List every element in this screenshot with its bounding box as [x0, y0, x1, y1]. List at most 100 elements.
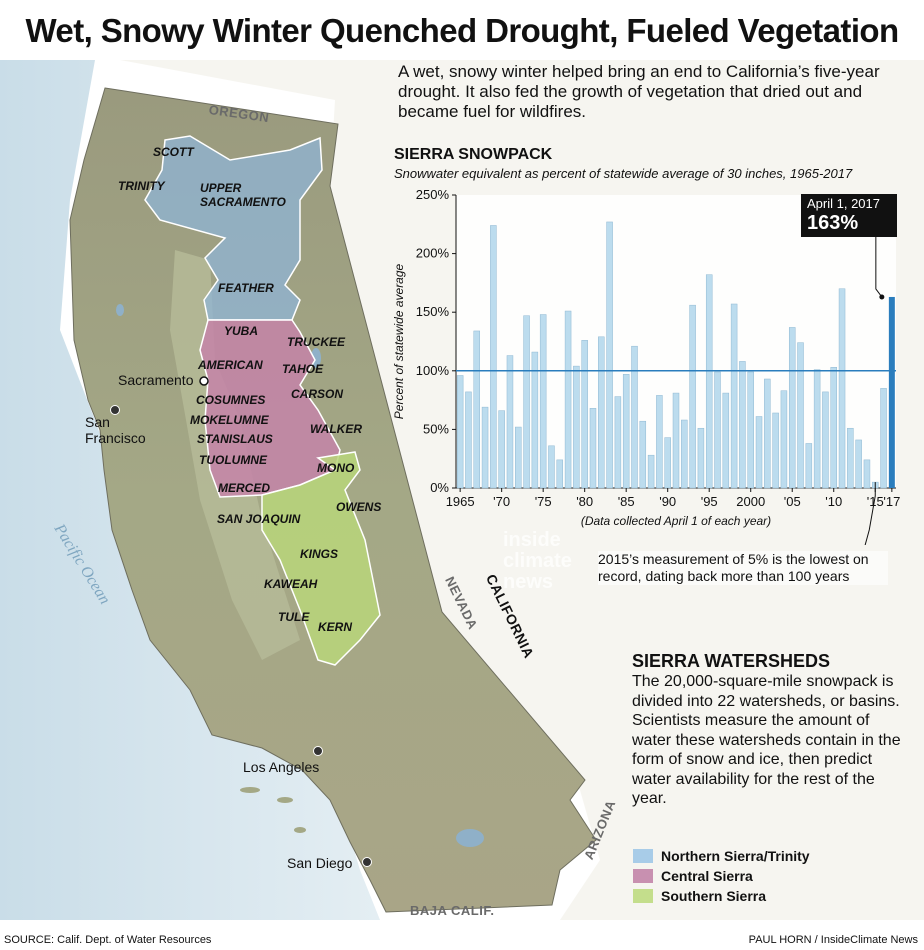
bar-1971	[506, 355, 514, 489]
city-label-san-diego: San Diego	[287, 855, 353, 871]
bar-1970	[498, 410, 505, 489]
watershed-label-stanislaus: STANISLAUS	[197, 432, 273, 446]
legend-item-northern: Northern Sierra/Trinity	[633, 846, 810, 866]
x-tick-label: '85	[618, 494, 635, 509]
y-tick-label: 0%	[430, 480, 449, 495]
bar-2004	[780, 390, 788, 489]
watershed-label-cosumnes: COSUMNES	[196, 393, 265, 407]
southern-sierra-watersheds	[261, 451, 381, 666]
snowpack-bar-chart: 0% 50% 100% 150% 200% 250% 1965 '70 '75 '80 '85 '90…	[392, 187, 900, 545]
x-tick-label: '05	[784, 494, 801, 509]
callout-value: 163%	[807, 212, 859, 234]
y-tick-label: 250%	[416, 187, 450, 202]
legend-item-southern: Southern Sierra	[633, 886, 810, 906]
source-credit: SOURCE: Calif. Dept. of Water Resources	[4, 934, 212, 946]
bar-1969	[490, 225, 497, 489]
y-tick-label: 100%	[416, 363, 450, 378]
watermark-line: climate	[503, 550, 572, 572]
city-marker-los-angeles	[313, 746, 323, 756]
annotation-leader-2015	[864, 482, 876, 545]
bar-1991	[672, 392, 680, 489]
page-title: Wet, Snowy Winter Quenched Drought, Fuel…	[25, 12, 899, 49]
bar-2005	[788, 327, 796, 489]
legend-swatch-southern	[633, 889, 653, 903]
bar-1974	[531, 351, 539, 489]
intro-text: A wet, snowy winter helped bring an end …	[398, 62, 880, 121]
watershed-label-san-joaquin: SAN JOAQUIN	[217, 512, 301, 526]
bar-1992	[681, 419, 688, 489]
bar-1984	[614, 396, 622, 489]
legend-item-central: Central Sierra	[633, 866, 810, 886]
watershed-label-tule: TULE	[278, 610, 310, 624]
watershed-label-merced: MERCED	[218, 481, 270, 495]
x-tick-label: 2000	[736, 494, 765, 509]
watershed-label-upper-sacramento-1: UPPER	[200, 181, 242, 195]
watershed-label-tahoe: TAHOE	[282, 362, 324, 376]
y-axis-label: Percent of statewide average	[392, 263, 406, 419]
bar-1994	[697, 427, 705, 489]
legend-label: Northern Sierra/Trinity	[661, 848, 810, 864]
bar-2014	[863, 459, 871, 489]
watershed-label-truckee: TRUCKEE	[287, 335, 346, 349]
callout-leader-2017	[875, 237, 883, 298]
clear-lake	[116, 304, 124, 316]
bar-2001	[755, 416, 763, 489]
bar-1967	[473, 330, 480, 489]
bar-1980	[581, 340, 588, 489]
x-tick-label: '17	[883, 494, 900, 509]
legend-swatch-central	[633, 869, 653, 883]
bar-2011	[838, 288, 846, 489]
watershed-label-kaweah: KAWEAH	[264, 577, 318, 591]
bar-1981	[589, 408, 597, 489]
x-tick-label: '90	[659, 494, 676, 509]
bar-2000	[747, 371, 754, 489]
bar-1985	[622, 374, 630, 489]
watershed-label-owens: OWENS	[336, 500, 381, 514]
bar-1990	[664, 437, 671, 489]
city-label-san-francisco-1: San	[85, 414, 110, 430]
bar-1993	[689, 304, 696, 489]
bar-1965	[456, 375, 464, 489]
x-tick-label: '75	[535, 494, 552, 509]
watershed-label-mokelumne: MOKELUMNE	[190, 413, 270, 427]
watershed-label-mono: MONO	[317, 461, 355, 475]
bar-1976	[548, 445, 555, 489]
x-tick-label: '15	[867, 494, 884, 509]
watermark-logo: inside climate news	[503, 530, 572, 593]
city-label-san-francisco-2: Francisco	[85, 430, 146, 446]
bar-1982	[598, 336, 605, 489]
bar-2006	[797, 342, 804, 489]
city-marker-san-francisco	[110, 405, 120, 415]
channel-island	[277, 797, 293, 803]
watershed-label-trinity: TRINITY	[118, 179, 166, 193]
northern-sierra-watersheds	[144, 135, 323, 321]
bar-1975	[539, 314, 547, 489]
watersheds-heading: SIERRA WATERSHEDS	[632, 651, 831, 671]
watershed-label-kern: KERN	[318, 620, 352, 634]
city-marker-sacramento	[199, 376, 209, 386]
legend-label: Southern Sierra	[661, 888, 767, 904]
bar-1995	[705, 274, 713, 489]
bar-1996	[714, 371, 721, 489]
x-tick-label: '95	[701, 494, 718, 509]
y-tick-label: 150%	[416, 304, 450, 319]
watershed-label-feather: FEATHER	[218, 281, 274, 295]
bar-1997	[722, 392, 730, 489]
bar-1973	[523, 315, 530, 489]
watermark-line: inside	[503, 529, 561, 551]
watershed-label-walker: WALKER	[310, 422, 362, 436]
bar-1989	[656, 395, 663, 489]
callout-2017: April 1, 2017 163%	[801, 194, 897, 237]
watershed-label-upper-sacramento-2: SACRAMENTO	[200, 195, 286, 209]
bar-2013	[855, 439, 862, 489]
ocean-area	[0, 60, 380, 920]
bar-1972	[515, 426, 522, 489]
bar-2003	[772, 412, 779, 489]
bar-2016	[880, 388, 887, 489]
bar-1979	[573, 365, 580, 489]
watershed-label-american: AMERICAN	[197, 358, 263, 372]
y-tick-label: 200%	[416, 246, 450, 261]
callout-dot-2017	[879, 294, 885, 300]
callout-date: April 1, 2017	[807, 196, 880, 211]
watersheds-body: The 20,000-square-mile snowpack is divid…	[632, 673, 901, 807]
